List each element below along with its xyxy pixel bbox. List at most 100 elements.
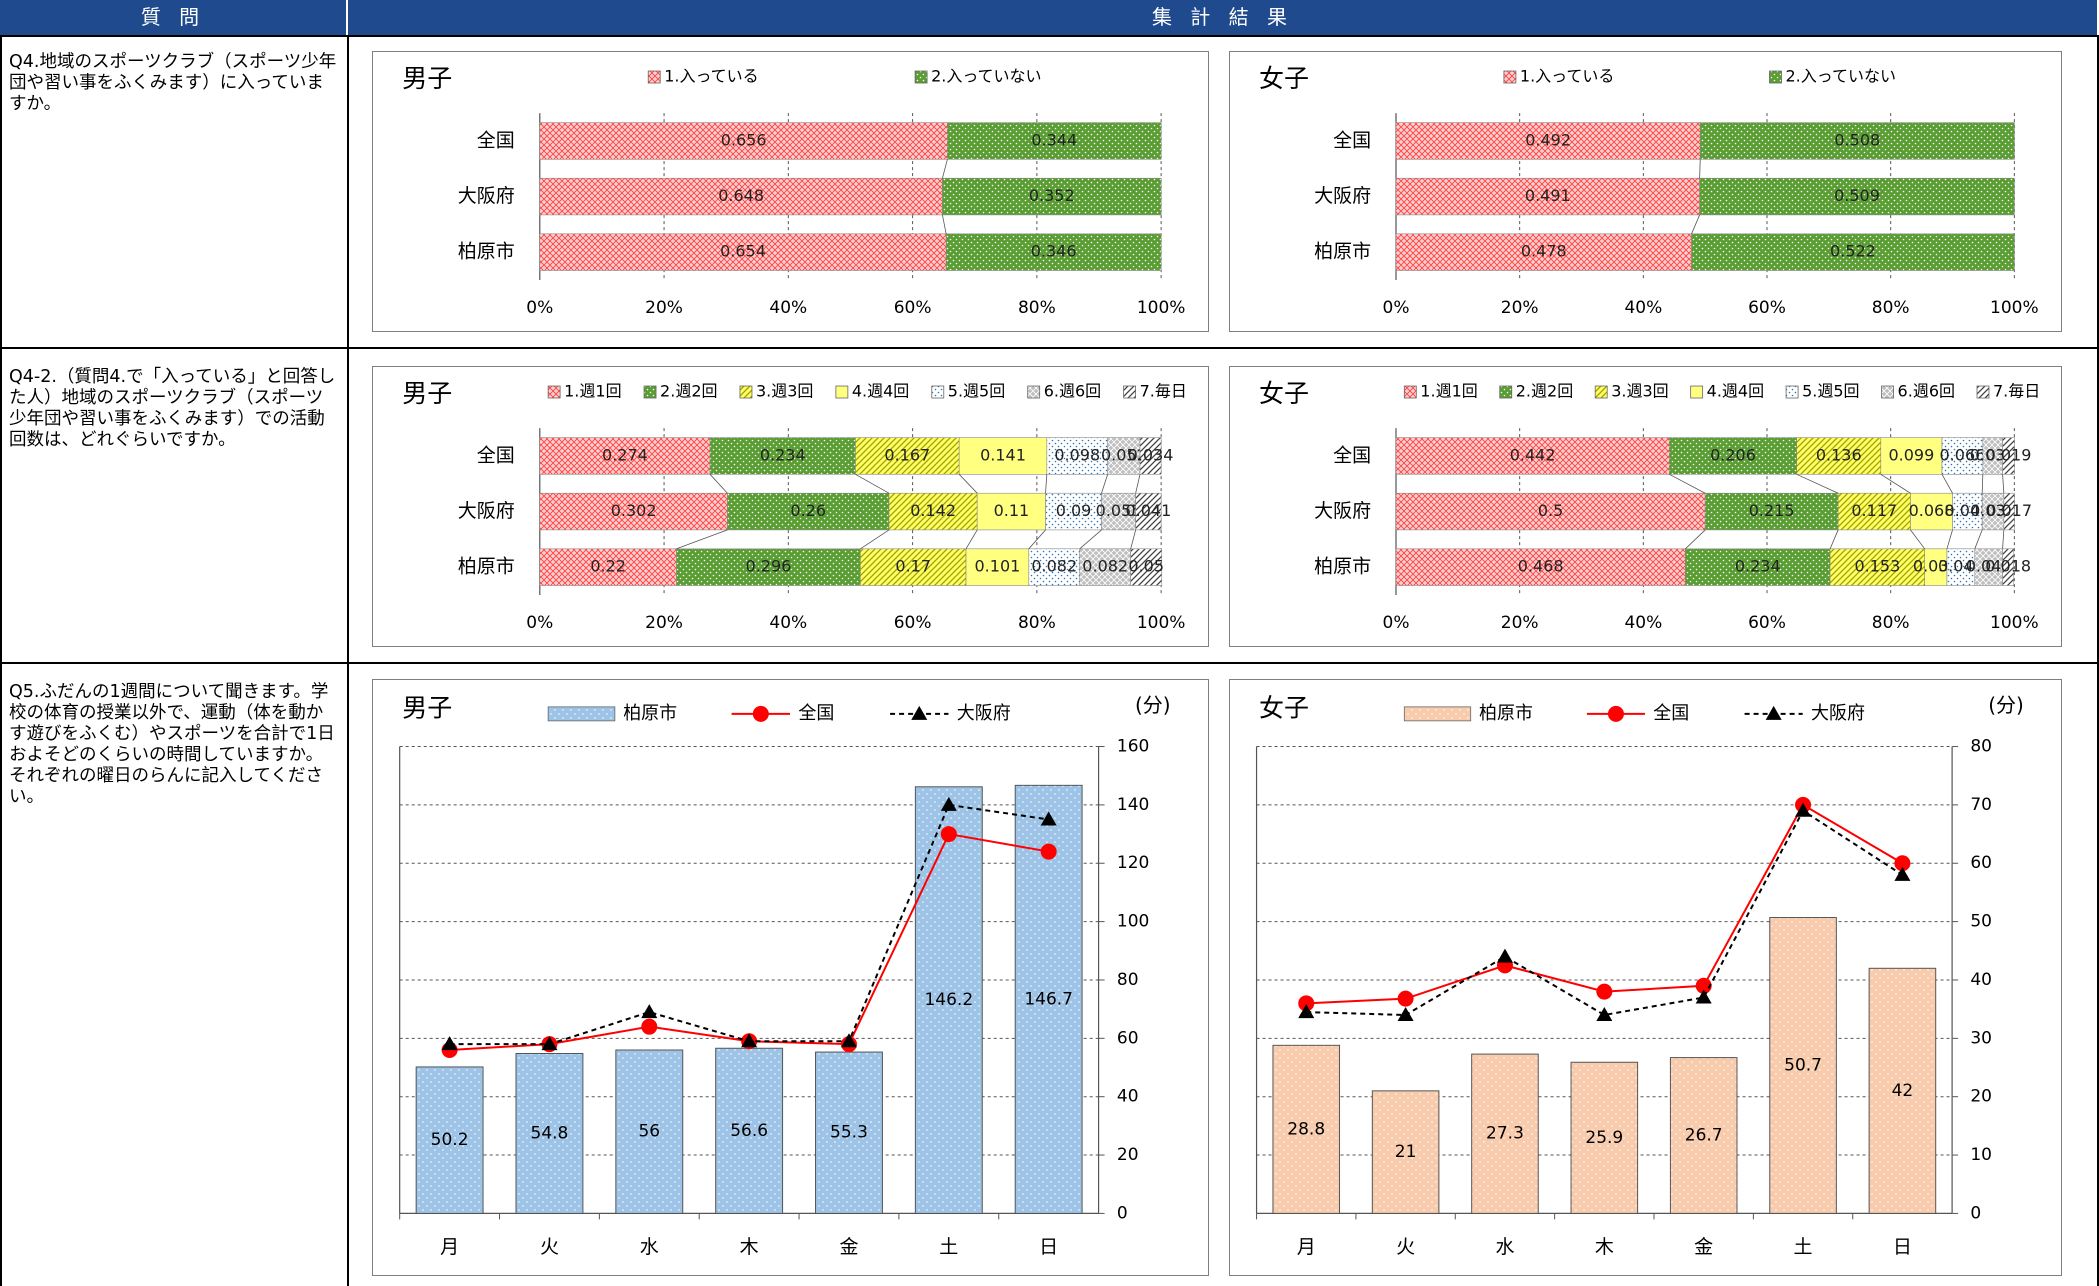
data-label: 56 [638,1122,660,1142]
bar-segment [860,548,967,586]
bar-segment [1130,548,1163,586]
row-line [0,35,2099,37]
axis-unit: (分) [1135,693,1171,717]
bar-segment [539,437,711,475]
bar-segment [1395,233,1692,271]
x-tick-label: 日 [1893,1236,1912,1258]
data-label: 0.055 [1096,501,1142,520]
data-label: 25.9 [1585,1128,1623,1148]
line-marker [1894,855,1911,872]
x-tick-label: 40% [1624,613,1662,633]
legend-swatch [1123,385,1136,399]
legend-label: 大阪府 [957,703,1011,724]
chart-panel: 男子 0% 20% 40% 60% 80% 100% 1.入っている 2.入っていない 全国 0.6… [372,51,1209,332]
bar-segment [942,177,1162,216]
chart-title: 女子 [1259,379,1309,408]
series-line [1880,473,1911,494]
x-tick-label: 60% [1748,298,1786,318]
data-label: 0.215 [1749,501,1795,520]
series-line [965,529,978,550]
x-tick-label: 金 [1694,1236,1713,1258]
series-line [676,529,728,550]
line-marker [1040,843,1057,860]
line-marker [1695,977,1712,994]
legend-label: 柏原市 [623,703,677,724]
bar-segment [539,492,728,531]
series-line [1028,529,1046,550]
data-label: 0.352 [1029,186,1075,205]
col-line [2097,35,2099,1286]
series-line [1685,529,1706,550]
line-marker [1596,1006,1613,1021]
data-label: 146.2 [924,990,973,1010]
line-marker [1298,1004,1315,1019]
data-label: 0.142 [910,501,956,520]
x-tick-label: 40% [1624,298,1662,318]
x-tick-label: 100% [1990,298,2039,318]
bar-segment [1395,122,1701,160]
line-marker [541,1036,558,1051]
x-tick-label: 0% [526,613,553,633]
y-tick-label: 全国 [477,444,515,466]
series-line [1101,474,1109,494]
data-label: 50.7 [1784,1055,1822,1075]
bar-segment [1135,492,1162,531]
line-marker [741,1033,758,1048]
bar-segment [855,437,960,475]
legend-swatch [1403,385,1417,399]
data-label: 0.045 [1966,557,2012,576]
y-tick-label: 大阪府 [1314,185,1371,207]
y-tick-label: 70 [1970,795,1992,815]
y-tick-label: 柏原市 [1314,241,1371,263]
data-label: 0.442 [1510,445,1556,464]
legend-label: 5.週5回 [1802,382,1859,401]
data-label: 0.234 [760,445,806,464]
data-label: 0.09 [1056,501,1092,520]
y-tick-label: 柏原市 [458,556,515,578]
data-label: 0.11 [994,501,1030,520]
x-tick-label: 40% [769,613,807,633]
data-label: 0.522 [1830,242,1876,261]
line-marker [641,1004,658,1019]
legend-label: 6.週6回 [1898,382,1955,401]
chart-panel: 男子 0% 20% 40% 60% 80% 100% 1.週1回 2.週2回 3.週3回 4.週4回… [372,366,1209,647]
y-tick-label: 60 [1970,853,1992,873]
x-tick-label: 100% [1990,613,2039,633]
bar-segment [1395,177,1700,216]
line-marker [940,796,957,811]
legend-label: 大阪府 [1811,703,1865,724]
data-label: 0.082 [1031,557,1077,576]
data-label: 0.041 [1125,501,1171,520]
series-line [709,474,728,494]
bar-segment [947,122,1162,160]
y-tick-label: 40 [1970,970,1992,990]
legend-marker [911,705,928,720]
y-tick-label: 大阪府 [458,500,515,522]
legend-label: 2.週2回 [1516,382,1573,401]
bar-segment [1691,233,2015,271]
x-tick-label: 80% [1872,298,1910,318]
line-marker [1795,802,1812,817]
y-tick-label: 80 [1117,970,1139,990]
series-line [1135,474,1141,494]
chart-title: 男子 [402,694,452,723]
bar-segment [2002,548,2015,586]
legend-swatch [1403,706,1472,722]
bar [1272,1044,1341,1214]
series-line [1941,474,1953,494]
data-label: 0.344 [1031,130,1077,149]
chart-panel: 女子 0% 20% 40% 60% 80% 100% 1.週1回 2.週2回 3.週3回 4.週4回… [1229,366,2062,647]
y-tick-label: 20 [1117,1145,1139,1165]
bar-segment [1079,548,1131,586]
legend-swatch [1976,385,1990,399]
series-line [2002,474,2005,494]
bar-segment [945,233,1162,271]
bar [1371,1090,1440,1214]
x-tick-label: 水 [1495,1236,1514,1258]
bar-segment [539,233,947,271]
line-marker [441,1036,458,1051]
data-label: 0.167 [884,445,930,464]
y-tick-label: 50 [1970,912,1992,932]
